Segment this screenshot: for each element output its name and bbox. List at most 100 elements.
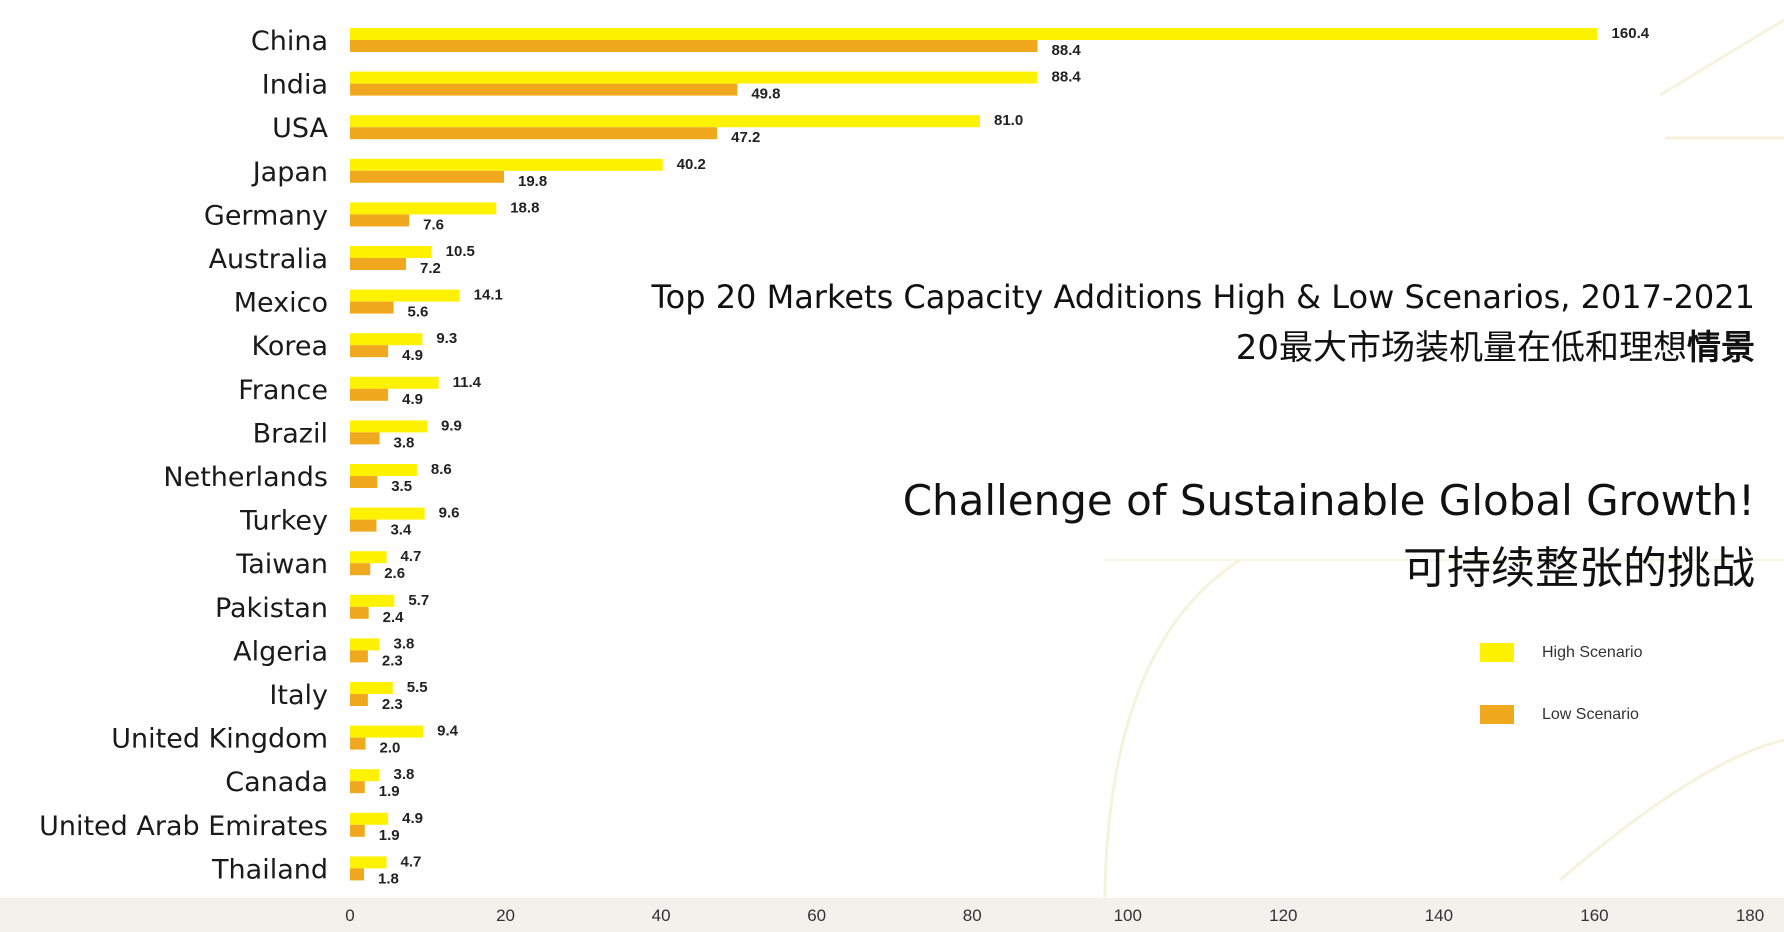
legend-item-low: Low Scenario (1480, 705, 1639, 724)
challenge-heading-chinese: 可持续整张的挑战 (1403, 543, 1755, 594)
value-label-low-taiwan: 2.6 (384, 565, 405, 582)
legend-swatch-high (1480, 643, 1514, 662)
bar-high-netherlands (350, 464, 417, 476)
bar-high-china (350, 28, 1598, 40)
category-label-germany: Germany (204, 200, 328, 231)
category-label-pakistan: Pakistan (215, 593, 328, 624)
category-label-taiwan: Taiwan (235, 549, 328, 580)
value-label-low-turkey: 3.4 (390, 522, 412, 539)
legend-item-high: High Scenario (1480, 643, 1643, 662)
category-label-algeria: Algeria (233, 636, 328, 667)
value-label-high-germany: 18.8 (510, 199, 539, 216)
x-tick-label-20: 20 (496, 906, 515, 925)
value-label-high-italy: 5.5 (407, 679, 428, 696)
bar-high-thailand (350, 856, 387, 869)
value-label-low-china: 88.4 (1052, 42, 1082, 59)
category-label-australia: Australia (209, 244, 328, 275)
value-label-low-netherlands: 3.5 (391, 478, 412, 495)
bar-high-pakistan (350, 594, 395, 607)
category-label-turkey: Turkey (239, 506, 328, 537)
category-label-korea: Korea (251, 331, 328, 362)
value-label-high-pakistan: 5.7 (408, 592, 429, 609)
bar-high-brazil (350, 420, 427, 433)
legend-label-low: Low Scenario (1542, 705, 1639, 723)
bar-high-mexico (350, 289, 460, 302)
value-label-high-canada: 3.8 (394, 766, 415, 783)
bar-low-china (350, 40, 1038, 52)
bar-low-taiwan (350, 563, 371, 576)
value-label-low-pakistan: 2.4 (383, 609, 405, 626)
value-label-high-thailand: 4.7 (401, 853, 422, 870)
category-label-canada: Canada (225, 767, 328, 798)
value-label-high-united-arab-emirates: 4.9 (402, 810, 423, 827)
bar-low-germany (350, 214, 410, 227)
bar-low-brazil (350, 432, 380, 445)
bar-low-algeria (350, 650, 368, 663)
bar-high-japan (350, 158, 663, 171)
value-label-low-italy: 2.3 (382, 696, 403, 713)
value-label-low-brazil: 3.8 (394, 434, 415, 451)
bar-low-turkey (350, 519, 377, 532)
category-label-united-kingdom: United Kingdom (111, 724, 328, 755)
category-label-usa: USA (272, 113, 328, 144)
value-label-low-united-arab-emirates: 1.9 (379, 827, 400, 844)
bar-low-united-arab-emirates (350, 824, 365, 837)
category-label-india: India (262, 70, 328, 101)
category-label-mexico: Mexico (234, 288, 328, 319)
value-label-high-france: 11.4 (453, 374, 482, 391)
value-label-high-algeria: 3.8 (394, 635, 415, 652)
bar-low-netherlands (350, 476, 378, 488)
value-label-low-usa: 47.2 (731, 129, 760, 146)
value-label-low-germany: 7.6 (423, 216, 444, 233)
chart-title: Top 20 Markets Capacity Additions High &… (651, 278, 1755, 316)
bar-low-italy (350, 694, 368, 706)
chart-title-chinese-bold: 情景 (1687, 328, 1755, 368)
bar-low-korea (350, 345, 389, 358)
value-label-high-mexico: 14.1 (474, 287, 503, 304)
category-label-france: France (238, 375, 328, 406)
legend-label-high: High Scenario (1542, 643, 1643, 661)
bar-high-united-arab-emirates (350, 812, 389, 825)
category-label-china: China (251, 26, 328, 57)
bar-low-australia (350, 258, 406, 270)
x-tick-label-140: 140 (1425, 906, 1453, 925)
bar-high-australia (350, 246, 432, 258)
x-tick-label-40: 40 (652, 906, 671, 925)
bar-high-canada (350, 769, 380, 782)
bar-low-usa (350, 127, 718, 140)
chart-title-chinese-regular: 20最大市场装机量在低和理想 (1235, 328, 1687, 368)
bar-low-mexico (350, 301, 394, 314)
bar-high-france (350, 376, 439, 389)
category-label-japan: Japan (251, 157, 328, 188)
bar-low-canada (350, 781, 365, 794)
challenge-heading: Challenge of Sustainable Global Growth! (902, 476, 1755, 525)
value-label-low-algeria: 2.3 (382, 652, 403, 669)
x-tick-label-160: 160 (1580, 906, 1608, 925)
chart-title-chinese: 20最大市场装机量在低和理想情景 (1236, 320, 1755, 369)
x-tick-label-0: 0 (345, 906, 354, 925)
legend-swatch-low (1480, 705, 1514, 724)
value-label-high-japan: 40.2 (677, 156, 706, 173)
x-tick-label-80: 80 (963, 906, 982, 925)
value-label-high-turkey: 9.6 (439, 505, 460, 522)
value-label-high-india: 88.4 (1052, 69, 1082, 86)
value-label-low-korea: 4.9 (402, 347, 423, 364)
bar-high-taiwan (350, 551, 387, 564)
value-label-high-australia: 10.5 (446, 243, 475, 260)
bar-high-korea (350, 333, 423, 346)
bar-high-germany (350, 202, 497, 215)
bar-low-india (350, 83, 738, 96)
value-label-low-australia: 7.2 (420, 260, 441, 277)
value-label-low-japan: 19.8 (518, 173, 547, 190)
value-label-low-india: 49.8 (751, 86, 780, 103)
value-label-high-usa: 81.0 (994, 112, 1023, 129)
value-label-high-china: 160.4 (1612, 25, 1650, 42)
category-label-italy: Italy (269, 680, 328, 711)
value-label-high-netherlands: 8.6 (431, 461, 452, 478)
x-tick-label-60: 60 (807, 906, 826, 925)
bar-low-united-kingdom (350, 737, 366, 750)
bar-low-pakistan (350, 606, 369, 619)
bar-high-usa (350, 115, 980, 128)
